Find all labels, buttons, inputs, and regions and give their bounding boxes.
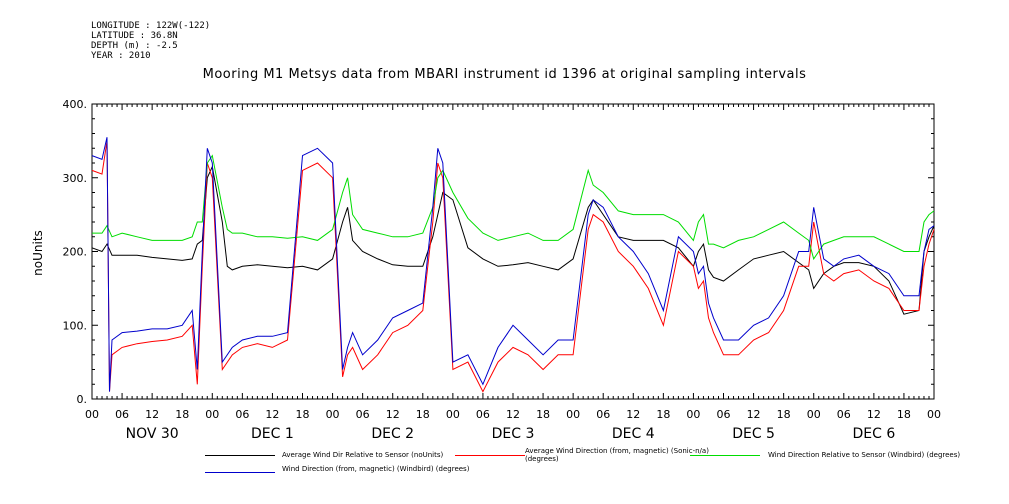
y-tick-label: 0. xyxy=(77,393,88,406)
x-tick-label: 00 xyxy=(326,408,340,421)
x-tick-label: 00 xyxy=(566,408,580,421)
x-tick-label: 00 xyxy=(446,408,460,421)
y-axis-label: noUnits xyxy=(31,230,45,276)
legend-label: Average Wind Dir Relative to Sensor (noU… xyxy=(282,451,444,459)
x-tick-label: 00 xyxy=(807,408,821,421)
y-tick-label: 200. xyxy=(63,246,88,259)
legend-swatch xyxy=(690,455,760,456)
x-tick-label: 00 xyxy=(85,408,99,421)
longitude-label: LONGITUDE : 122W(-122) xyxy=(91,21,211,31)
legend-label: Average Wind Direction (from, magnetic) … xyxy=(525,447,709,463)
x-tick-label: 12 xyxy=(386,408,400,421)
x-tick-label: 18 xyxy=(296,408,310,421)
day-label: DEC 1 xyxy=(251,426,294,442)
y-tick-label: 400. xyxy=(63,98,88,111)
x-tick-label: 06 xyxy=(476,408,490,421)
x-tick-label: 12 xyxy=(506,408,520,421)
x-tick-label: 18 xyxy=(897,408,911,421)
x-tick-label: 06 xyxy=(235,408,249,421)
x-tick-label: 00 xyxy=(927,408,941,421)
x-tick-label: 00 xyxy=(686,408,700,421)
x-tick-label: 06 xyxy=(356,408,370,421)
legend-swatch xyxy=(205,455,275,456)
x-tick-label: 12 xyxy=(867,408,881,421)
x-tick-label: 12 xyxy=(265,408,279,421)
x-tick-label: 06 xyxy=(837,408,851,421)
year-label: YEAR : 2010 xyxy=(91,51,151,61)
legend-label: Wind Direction (from, magnetic) (Windbir… xyxy=(282,465,470,473)
day-label: DEC 5 xyxy=(732,426,775,442)
x-tick-label: 06 xyxy=(596,408,610,421)
x-tick-label: 18 xyxy=(416,408,430,421)
depth-label: DEPTH (m) : -2.5 xyxy=(91,41,178,51)
series-line-2 xyxy=(91,140,935,393)
series-line-3 xyxy=(92,154,935,261)
x-tick-label: 12 xyxy=(626,408,640,421)
y-tick-label: 100. xyxy=(63,319,88,332)
x-tick-label: 18 xyxy=(536,408,550,421)
day-label: DEC 6 xyxy=(852,426,895,442)
x-tick-label: 12 xyxy=(747,408,761,421)
x-tick-label: 06 xyxy=(717,408,731,421)
metadata-block: LONGITUDE : 122W(-122) LATITUDE : 36.8N … xyxy=(91,21,210,61)
x-tick-label: 12 xyxy=(145,408,159,421)
day-label: DEC 4 xyxy=(612,426,655,442)
day-label: NOV 30 xyxy=(126,426,179,442)
x-tick-label: 06 xyxy=(115,408,129,421)
axes: 0. 100. 200. 300. 400. 00 06 12 18 00 06 12 18 00 06 12… xyxy=(63,98,942,442)
chart-title: Mooring M1 Metsys data from MBARI instru… xyxy=(202,67,807,82)
x-tick-label: 18 xyxy=(656,408,670,421)
day-label: DEC 3 xyxy=(492,426,535,442)
legend-swatch xyxy=(455,455,525,456)
x-tick-label: 00 xyxy=(205,408,219,421)
series-layer xyxy=(91,137,935,393)
latitude-label: LATITUDE : 36.8N xyxy=(91,31,178,41)
x-tick-label: 18 xyxy=(175,408,189,421)
x-tick-label: 18 xyxy=(777,408,791,421)
day-label: DEC 2 xyxy=(371,426,414,442)
y-tick-label: 300. xyxy=(63,172,88,185)
series-line-4 xyxy=(91,137,935,392)
legend-label: Wind Direction Relative to Sensor (Windb… xyxy=(768,451,961,459)
legend-swatch xyxy=(205,472,275,473)
